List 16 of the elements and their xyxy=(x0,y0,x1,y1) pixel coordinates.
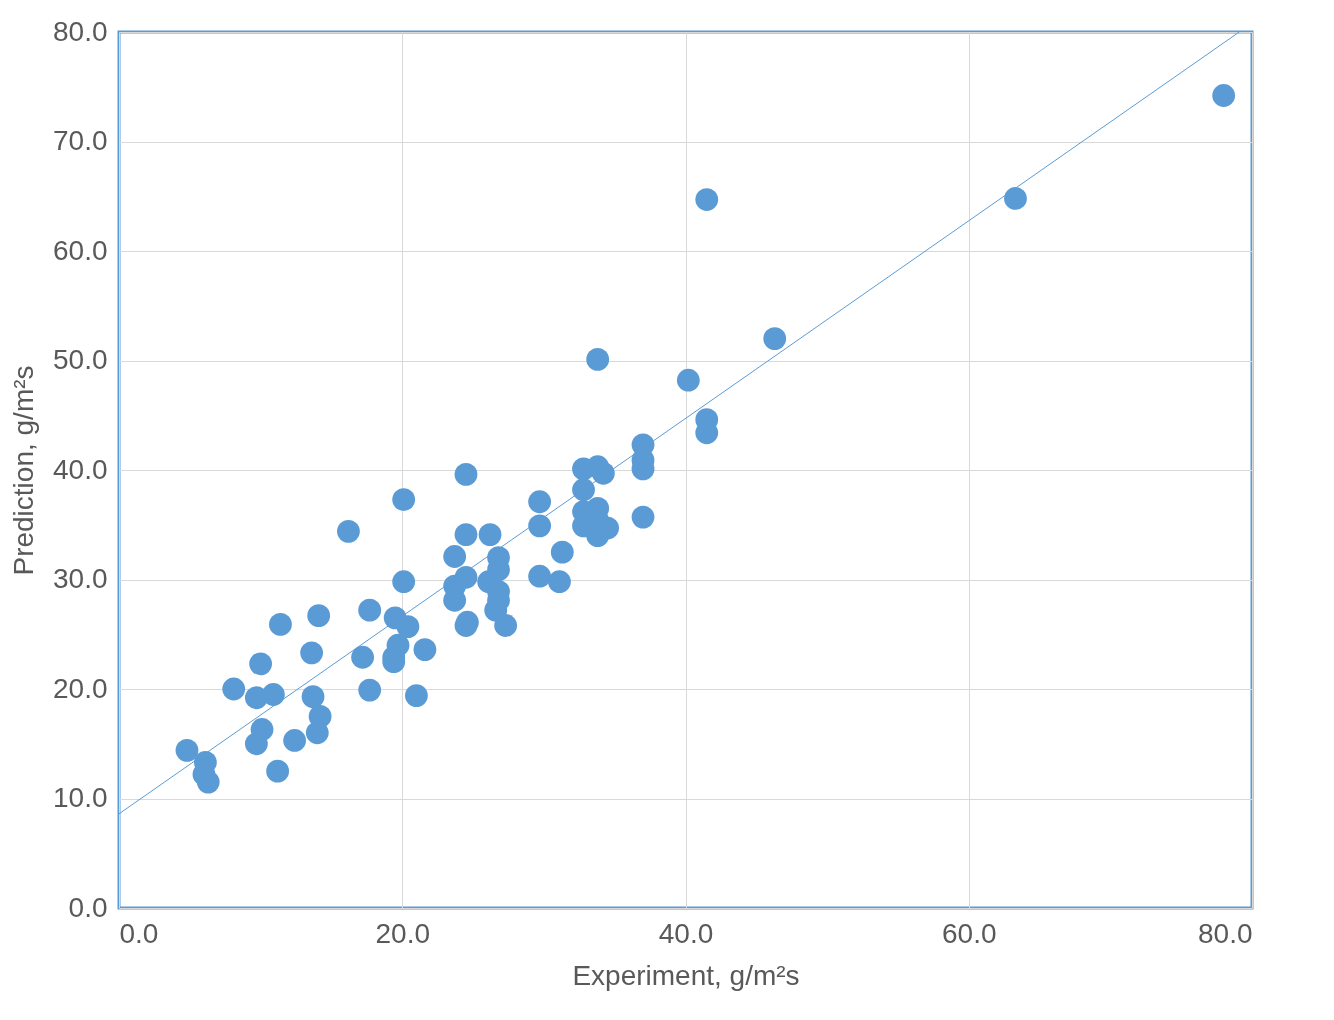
y-tick-label: 40.0 xyxy=(53,453,108,485)
x-tick-label: 80.0 xyxy=(1198,917,1253,949)
y-tick-label: 80.0 xyxy=(53,15,108,47)
y-tick-label: 0.0 xyxy=(68,891,108,923)
x-tick-label: 60.0 xyxy=(942,917,997,949)
x-tick-label: 40.0 xyxy=(658,917,714,949)
y-tick-label: 20.0 xyxy=(53,672,108,704)
y-axis-title: Prediction, g/m²s xyxy=(8,365,39,576)
x-tick-label: 20.0 xyxy=(375,917,430,949)
y-tick-label: 30.0 xyxy=(53,563,108,594)
y-tick-label: 70.0 xyxy=(53,125,108,156)
x-tick-label: 0.0 xyxy=(119,917,159,949)
x-axis-title: Experiment, g/m²s xyxy=(572,959,800,991)
y-tick-label: 50.0 xyxy=(53,344,108,375)
y-tick-label: 60.0 xyxy=(53,234,108,266)
y-tick-label: 10.0 xyxy=(53,782,108,813)
